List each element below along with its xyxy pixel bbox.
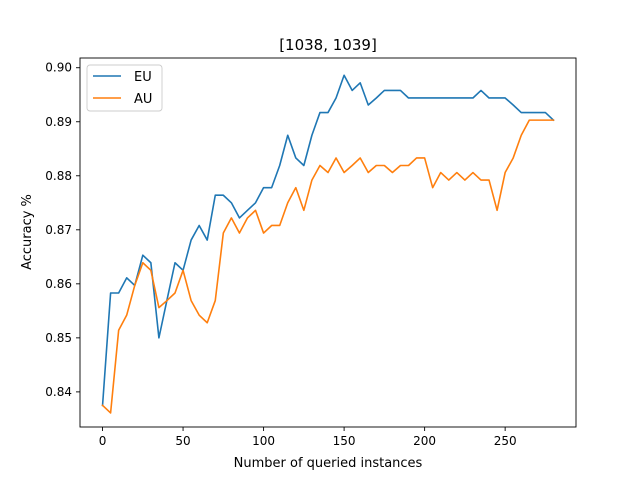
x-tick-label: 250 xyxy=(494,434,517,448)
series-line-au xyxy=(101,119,555,414)
x-tick-label: 150 xyxy=(333,434,356,448)
x-tick-label: 0 xyxy=(99,434,107,448)
y-axis-label: Accuracy % xyxy=(20,194,35,270)
y-tick-label: 0.87 xyxy=(45,223,72,237)
y-tick-label: 0.89 xyxy=(45,115,72,129)
x-tick-label: 100 xyxy=(252,434,275,448)
y-tick-label: 0.88 xyxy=(45,169,72,183)
plot-area xyxy=(101,74,555,414)
legend-label-eu: EU xyxy=(134,70,152,85)
legend: EU AU xyxy=(86,64,163,112)
y-tick-label: 0.86 xyxy=(45,277,72,291)
x-tick-label: 200 xyxy=(413,434,436,448)
x-tick-label: 50 xyxy=(175,434,190,448)
y-tick-label: 0.84 xyxy=(45,385,72,399)
series-line-eu xyxy=(101,74,555,407)
axes-frame xyxy=(79,57,577,428)
y-tick-label: 0.85 xyxy=(45,331,72,345)
legend-label-au: AU xyxy=(134,92,152,107)
y-tick-label: 0.90 xyxy=(45,61,72,75)
x-axis-label: Number of queried instances xyxy=(234,456,423,471)
axes: 0 50 100 150 200 250 0.84 0.85 0.86 0.87 0.88 0.89 0… xyxy=(45,57,577,448)
chart-title: [1038, 1039] xyxy=(279,36,377,54)
